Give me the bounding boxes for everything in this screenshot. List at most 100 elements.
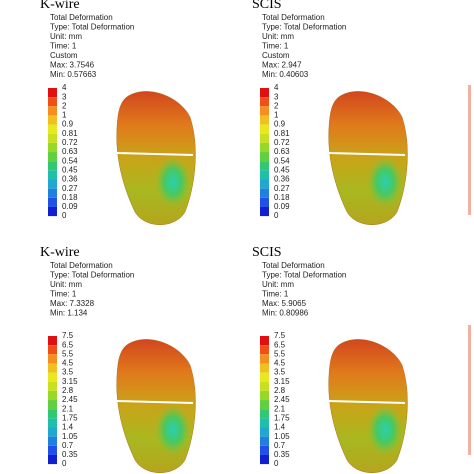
- legend-swatch: [48, 124, 57, 134]
- panel-title: K-wire: [40, 245, 80, 260]
- legend-swatch: [260, 418, 269, 428]
- legend-label: 0.81: [62, 129, 78, 138]
- legend-label: 0.27: [62, 184, 78, 193]
- info-line: Unit: mm: [262, 280, 294, 289]
- legend-swatch: [260, 390, 269, 401]
- legend-swatch: [260, 354, 269, 364]
- legend-swatch: [48, 152, 57, 162]
- legend-label: 6.5: [274, 340, 286, 349]
- info-line: Time: 1: [262, 42, 289, 51]
- legend-swatch: [260, 206, 269, 217]
- legend-label: 0.09: [62, 202, 78, 211]
- legend-swatch: [48, 400, 57, 410]
- legend-swatch: [48, 179, 57, 189]
- legend-label: 2.45: [274, 395, 290, 404]
- bone-model: [328, 339, 408, 473]
- legend-swatch: [48, 390, 57, 401]
- info-line: Unit: mm: [50, 280, 82, 289]
- legend-swatch: [260, 427, 269, 437]
- legend-label: 7.5: [274, 331, 286, 340]
- info-line: Min: 0.80986: [262, 309, 309, 318]
- info-line: Max: 5.9065: [262, 299, 307, 308]
- legend-swatch: [260, 124, 269, 134]
- legend-label: 2.8: [274, 386, 286, 395]
- legend-swatch: [48, 88, 57, 98]
- legend-label: 2: [62, 101, 67, 110]
- bone-shape: [328, 91, 408, 225]
- info-line: Type: Total Deformation: [262, 23, 346, 32]
- legend-label: 3: [62, 92, 67, 101]
- legend-swatch: [48, 142, 57, 153]
- deformation-spot: [155, 156, 191, 208]
- legend-label: 0.18: [62, 193, 78, 202]
- legend-swatch: [48, 188, 57, 198]
- info-line: Min: 0.40603: [262, 70, 309, 79]
- legend-label: 0: [62, 459, 67, 468]
- legend-label: 1: [274, 111, 279, 120]
- info-line: Custom: [262, 51, 290, 60]
- deformation-spot: [367, 404, 403, 456]
- legend-label: 2.8: [62, 386, 74, 395]
- legend-swatch: [260, 142, 269, 153]
- legend-label: 3: [274, 92, 279, 101]
- legend-swatch: [48, 363, 57, 373]
- panel-title: K-wire: [40, 0, 80, 12]
- legend-swatch: [48, 354, 57, 364]
- legend-label: 0.18: [274, 193, 290, 202]
- legend-swatch: [260, 88, 269, 98]
- info-line: Time: 1: [50, 290, 77, 299]
- legend-label: 2.1: [62, 404, 74, 413]
- legend-swatch: [260, 152, 269, 162]
- legend-swatch: [260, 400, 269, 410]
- legend-swatch: [48, 418, 57, 428]
- info-line: Total Deformation: [262, 261, 325, 270]
- info-line: Type: Total Deformation: [50, 271, 134, 280]
- legend-label: 0: [274, 459, 279, 468]
- deformation-spot: [367, 156, 403, 208]
- deformation-spot: [155, 404, 191, 456]
- info-line: Type: Total Deformation: [262, 271, 346, 280]
- legend-swatch: [48, 97, 57, 107]
- legend-label: 0.36: [62, 175, 78, 184]
- bone-model: [328, 91, 408, 225]
- legend-label: 0.63: [274, 147, 290, 156]
- legend-label: 0.81: [274, 129, 290, 138]
- legend-label: 1.75: [274, 413, 290, 422]
- legend-label: 0.72: [62, 138, 78, 147]
- legend-label: 1: [62, 111, 67, 120]
- legend-swatch: [260, 179, 269, 189]
- bone-shape: [116, 339, 196, 473]
- legend-swatch: [260, 133, 269, 143]
- fracture-line: [116, 152, 194, 156]
- legend-label: 0.35: [274, 450, 290, 459]
- bone-model: [116, 339, 196, 473]
- legend-label: 2.45: [62, 395, 78, 404]
- legend-label: 3.15: [274, 377, 290, 386]
- panel-title: SCIS: [252, 0, 282, 12]
- legend-label: 1.05: [62, 432, 78, 441]
- edge-strip: [468, 85, 471, 215]
- info-line: Custom: [50, 51, 78, 60]
- fracture-line: [328, 152, 406, 156]
- edge-strip: [468, 325, 471, 455]
- info-line: Max: 7.3328: [50, 299, 95, 308]
- info-line: Max: 2.947: [262, 61, 302, 70]
- legend-label: 0.54: [274, 156, 290, 165]
- legend-swatch: [260, 336, 269, 346]
- legend-swatch: [260, 106, 269, 116]
- legend-swatch: [260, 363, 269, 373]
- legend-swatch: [260, 197, 269, 207]
- legend-swatch: [260, 345, 269, 355]
- legend-swatch: [48, 106, 57, 116]
- legend-label: 4.5: [274, 359, 286, 368]
- legend-label: 1.05: [274, 432, 290, 441]
- legend-swatch: [48, 170, 57, 180]
- legend-label: 5.5: [274, 349, 286, 358]
- info-line: Total Deformation: [50, 13, 113, 22]
- fracture-line: [328, 400, 406, 404]
- legend-label: 0.45: [274, 165, 290, 174]
- legend-label: 2.1: [274, 404, 286, 413]
